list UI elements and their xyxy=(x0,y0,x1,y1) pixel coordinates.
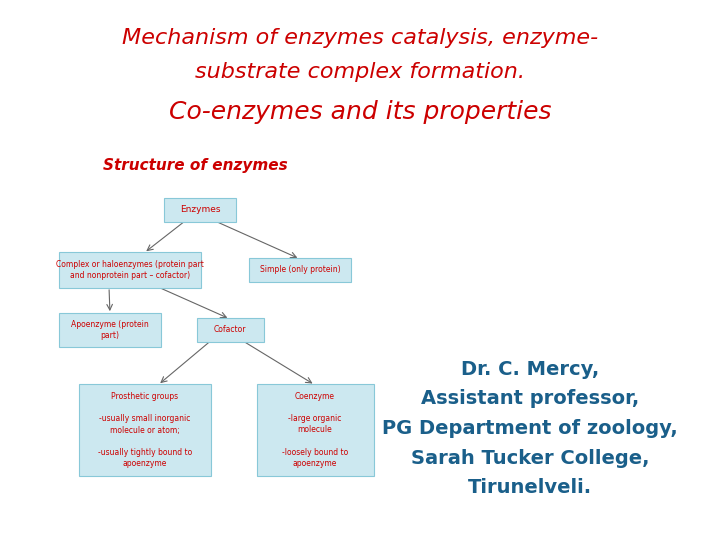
Text: Prosthetic groups

-usually small inorganic
molecule or atom;

-usually tightly : Prosthetic groups -usually small inorgan… xyxy=(98,392,192,468)
Text: Simple (only protein): Simple (only protein) xyxy=(260,266,341,274)
FancyBboxPatch shape xyxy=(164,198,236,222)
Text: substrate complex formation.: substrate complex formation. xyxy=(195,62,525,82)
Text: Co-enzymes and its properties: Co-enzymes and its properties xyxy=(168,100,552,124)
FancyBboxPatch shape xyxy=(79,384,211,476)
FancyBboxPatch shape xyxy=(256,384,374,476)
Text: Structure of enzymes: Structure of enzymes xyxy=(103,158,287,173)
FancyBboxPatch shape xyxy=(59,313,161,347)
Text: Coenzyme

-large organic
molecule

-loosely bound to
apoenzyme: Coenzyme -large organic molecule -loosel… xyxy=(282,392,348,468)
Text: Cofactor: Cofactor xyxy=(214,326,246,334)
Text: Mechanism of enzymes catalysis, enzyme-: Mechanism of enzymes catalysis, enzyme- xyxy=(122,28,598,48)
FancyBboxPatch shape xyxy=(59,252,201,288)
Text: Enzymes: Enzymes xyxy=(180,206,220,214)
FancyBboxPatch shape xyxy=(249,258,351,282)
Text: Dr. C. Mercy,
Assistant professor,
PG Department of zoology,
Sarah Tucker Colleg: Dr. C. Mercy, Assistant professor, PG De… xyxy=(382,360,678,497)
Text: Apoenzyme (protein
part): Apoenzyme (protein part) xyxy=(71,320,149,340)
Text: Complex or haloenzymes (protein part
and nonprotein part – cofactor): Complex or haloenzymes (protein part and… xyxy=(56,260,204,280)
FancyBboxPatch shape xyxy=(197,318,264,342)
